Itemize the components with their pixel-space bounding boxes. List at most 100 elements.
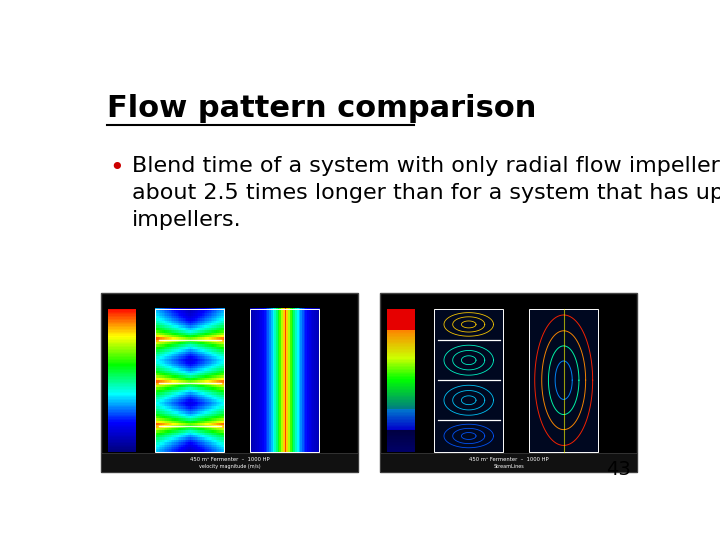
Bar [314, 375, 316, 378]
Bar [161, 430, 163, 433]
Bar [276, 416, 279, 418]
Bar [167, 330, 169, 333]
Bar [312, 406, 315, 409]
Bar [207, 366, 210, 368]
Bar [318, 339, 320, 342]
Bar [193, 334, 195, 338]
Bar [282, 356, 284, 359]
Bar [204, 442, 206, 444]
Bar [283, 401, 285, 404]
Bar [255, 411, 258, 414]
Bar [181, 444, 184, 447]
Bar [167, 437, 169, 440]
Bar [179, 394, 181, 397]
Bar [217, 370, 220, 373]
Bar [167, 384, 169, 387]
Bar [158, 432, 161, 435]
Bar [292, 370, 294, 373]
Bar [309, 375, 311, 378]
Bar [304, 347, 306, 349]
Bar [192, 382, 194, 385]
Bar [179, 344, 181, 347]
Bar [207, 394, 210, 397]
Bar [252, 356, 254, 359]
Bar [209, 380, 211, 382]
Bar [299, 447, 301, 449]
Bar [257, 339, 259, 342]
Bar [305, 406, 307, 409]
Bar [295, 313, 297, 316]
Bar [184, 344, 186, 347]
Bar [202, 325, 204, 328]
Bar [264, 382, 266, 385]
Bar [316, 339, 318, 342]
Bar [178, 334, 180, 338]
Bar [318, 308, 320, 311]
Bar [284, 361, 287, 363]
Bar [184, 449, 186, 452]
Bar [288, 368, 290, 370]
Bar [219, 377, 222, 380]
Bar [262, 382, 264, 385]
Bar [205, 437, 207, 440]
Bar [292, 354, 294, 356]
Bar [161, 356, 163, 359]
Bar [200, 332, 202, 335]
Bar [305, 334, 307, 338]
Bar [307, 339, 310, 342]
Bar [174, 363, 176, 366]
Bar [162, 339, 164, 342]
Bar [219, 366, 222, 368]
Bar [300, 342, 302, 345]
Bar [158, 354, 161, 356]
Bar [267, 313, 270, 316]
Bar [217, 342, 220, 345]
Bar [172, 327, 175, 330]
Bar [186, 359, 189, 361]
Bar [299, 420, 301, 423]
Bar [179, 322, 181, 326]
Bar [269, 389, 271, 392]
Bar [276, 337, 279, 340]
Bar [269, 368, 271, 370]
Bar [200, 392, 202, 395]
Bar [283, 406, 285, 409]
Bar [192, 351, 194, 354]
Bar [316, 359, 318, 361]
Bar [174, 447, 176, 449]
Bar [309, 351, 311, 354]
Bar [283, 444, 285, 447]
Bar [267, 432, 270, 435]
Bar [171, 347, 173, 349]
Bar [171, 403, 173, 407]
Bar [305, 327, 307, 330]
Bar [222, 430, 225, 433]
Bar [278, 442, 280, 444]
Bar [172, 401, 175, 404]
Bar [266, 428, 268, 430]
Bar [278, 315, 280, 318]
Bar [166, 322, 168, 326]
Bar [282, 380, 284, 382]
Bar [257, 308, 259, 311]
Bar [292, 373, 294, 375]
Bar [283, 413, 285, 416]
Bar [217, 389, 220, 392]
Bar [310, 320, 313, 323]
Bar [162, 389, 164, 392]
Bar [300, 315, 302, 318]
Bar [309, 330, 311, 333]
Bar [283, 420, 285, 423]
Bar [174, 413, 176, 416]
Bar [178, 449, 180, 452]
Bar [267, 370, 270, 373]
Bar [217, 382, 220, 385]
Bar [212, 315, 215, 318]
Bar [221, 437, 223, 440]
Bar [204, 354, 206, 356]
Bar [214, 387, 216, 390]
Bar [217, 418, 220, 421]
Bar [287, 428, 289, 430]
Bar [204, 444, 206, 447]
Bar [197, 318, 199, 321]
